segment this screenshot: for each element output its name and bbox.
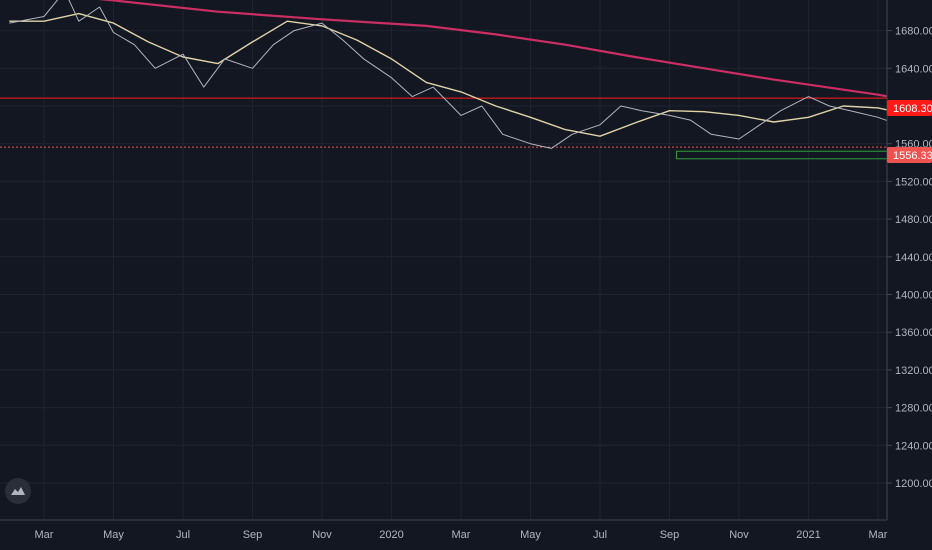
y-tick-label: 1320.00: [895, 365, 932, 377]
resistance-badge: [887, 100, 932, 116]
logo-glyph-icon: [11, 487, 25, 495]
series-ma_long: [98, 0, 932, 106]
series-price: [9, 0, 932, 153]
y-tick-label: 1440.00: [895, 252, 932, 264]
series-ma_short: [9, 12, 932, 137]
x-tick-label: Mar: [35, 529, 54, 541]
y-tick-label: 1240.00: [895, 440, 932, 452]
y-tick-label: 1360.00: [895, 327, 932, 339]
y-tick-label: 1480.00: [895, 214, 932, 226]
price-axis-panel[interactable]: [887, 0, 932, 520]
x-tick-label: Jul: [176, 529, 190, 541]
y-tick-label: 1520.00: [895, 176, 932, 188]
price-badges: 1608.30 1556.33: [887, 100, 932, 163]
y-tick-label: 1200.00: [895, 478, 932, 490]
x-tick-label: 2020: [379, 529, 403, 541]
zone-box: [675, 150, 932, 160]
tradingview-logo-icon[interactable]: [5, 478, 31, 504]
last-price-badge-label: 1556.33: [893, 150, 932, 162]
y-tick-label: 1280.00: [895, 403, 932, 415]
x-tick-label: Nov: [729, 529, 749, 541]
y-tick-label: 1680.00: [895, 26, 932, 38]
x-tick-label: Mar: [869, 529, 888, 541]
chart-grid: [0, 0, 887, 520]
x-tick-label: May: [103, 529, 124, 541]
x-tick-label: Mar: [452, 529, 471, 541]
x-tick-label: May: [520, 529, 541, 541]
x-tick-label: 2021: [796, 529, 820, 541]
price-axis: 1200.00 1240.00 1280.00 1320.00 1360.00 1400.…: [887, 26, 932, 490]
x-tick-label: Nov: [312, 529, 332, 541]
y-tick-label: 1640.00: [895, 63, 932, 75]
y-tick-label: 1400.00: [895, 290, 932, 302]
x-tick-label: Jul: [593, 529, 607, 541]
last-price-badge: [887, 147, 932, 163]
x-tick-label: Sep: [243, 529, 263, 541]
resistance-badge-label: 1608.30: [893, 103, 932, 115]
x-tick-label: Sep: [660, 529, 680, 541]
time-axis: Mar May Jul Sep Nov 2020 Mar May Jul Sep Nov 2021 Ma…: [35, 529, 888, 541]
plot-area: [0, 0, 932, 160]
